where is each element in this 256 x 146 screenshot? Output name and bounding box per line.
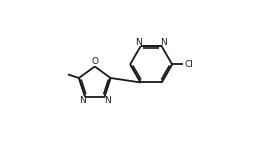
Text: Cl: Cl <box>185 60 194 69</box>
Text: N: N <box>135 38 142 47</box>
Text: N: N <box>79 96 86 105</box>
Text: N: N <box>161 38 167 47</box>
Text: N: N <box>104 96 111 105</box>
Text: O: O <box>91 57 98 66</box>
